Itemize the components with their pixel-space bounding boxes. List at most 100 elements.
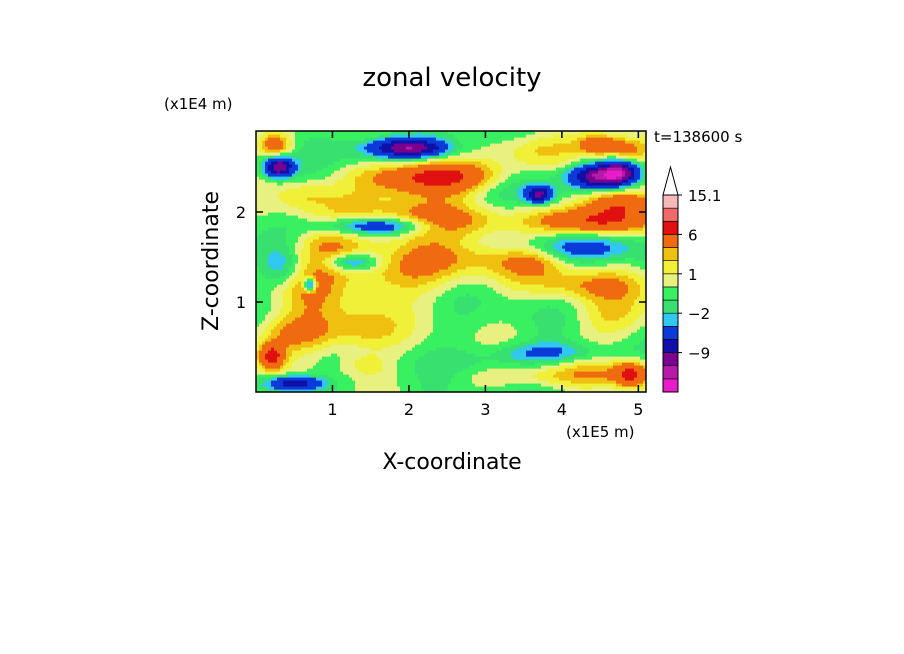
heatmap-cell	[421, 281, 425, 285]
heatmap-cell	[334, 149, 338, 153]
heatmap-cell	[370, 353, 374, 357]
heatmap-cell	[421, 290, 425, 294]
heatmap-cell	[274, 182, 278, 186]
heatmap-cell	[295, 230, 299, 234]
heatmap-cell	[325, 212, 329, 216]
heatmap-cell	[346, 347, 350, 351]
heatmap-cell	[328, 344, 332, 348]
heatmap-cell	[418, 263, 422, 267]
heatmap-cell	[415, 248, 419, 252]
heatmap-cell	[337, 317, 341, 321]
heatmap-cell	[259, 296, 263, 300]
heatmap-cell	[265, 161, 269, 165]
heatmap-cell	[262, 215, 266, 219]
heatmap-cell	[406, 188, 410, 192]
heatmap-cell	[367, 275, 371, 279]
heatmap-cell	[319, 359, 323, 363]
heatmap-cell	[328, 377, 332, 381]
heatmap-cell	[409, 320, 413, 324]
heatmap-cell	[319, 317, 323, 321]
heatmap-cell	[415, 383, 419, 387]
heatmap-cell	[373, 206, 377, 210]
heatmap-cell	[352, 203, 356, 207]
heatmap-cell	[292, 356, 296, 360]
heatmap-cell	[406, 164, 410, 168]
heatmap-cell	[256, 221, 260, 225]
heatmap-cell	[304, 332, 308, 336]
heatmap-cell	[361, 371, 365, 375]
heatmap-cell	[391, 320, 395, 324]
heatmap-cell	[361, 173, 365, 177]
heatmap-cell	[421, 134, 425, 138]
heatmap-cell	[424, 278, 428, 282]
heatmap-cell	[397, 350, 401, 354]
heatmap-cell	[415, 146, 419, 150]
heatmap-cell	[421, 368, 425, 372]
heatmap-cell	[358, 191, 362, 195]
heatmap-cell	[322, 281, 326, 285]
heatmap-cell	[277, 224, 281, 228]
heatmap-cell	[265, 254, 269, 258]
heatmap-cell	[307, 218, 311, 222]
heatmap-cell	[280, 140, 284, 144]
heatmap-cell	[271, 281, 275, 285]
heatmap-cell	[349, 323, 353, 327]
heatmap-cell	[283, 161, 287, 165]
heatmap-cell	[334, 338, 338, 342]
heatmap-cell	[361, 338, 365, 342]
heatmap-cell	[361, 167, 365, 171]
heatmap-cell	[280, 155, 284, 159]
heatmap-cell	[262, 305, 266, 309]
heatmap-cell	[268, 218, 272, 222]
heatmap-cell	[313, 371, 317, 375]
heatmap-cell	[301, 314, 305, 318]
heatmap-cell	[388, 197, 392, 201]
heatmap-cell	[280, 350, 284, 354]
heatmap-cell	[310, 215, 314, 219]
heatmap-cell	[325, 137, 329, 141]
heatmap-cell	[259, 266, 263, 270]
heatmap-cell	[409, 191, 413, 195]
heatmap-cell	[334, 155, 338, 159]
heatmap-cell	[307, 290, 311, 294]
heatmap-cell	[304, 263, 308, 267]
heatmap-cell	[334, 137, 338, 141]
heatmap-cell	[262, 347, 266, 351]
heatmap-cell	[319, 239, 323, 243]
heatmap-cell	[373, 356, 377, 360]
heatmap-cell	[385, 155, 389, 159]
heatmap-cell	[397, 338, 401, 342]
heatmap-cell	[406, 320, 410, 324]
heatmap-cell	[394, 236, 398, 240]
heatmap-cell	[337, 377, 341, 381]
heatmap-cell	[352, 188, 356, 192]
heatmap-cell	[301, 383, 305, 387]
heatmap-cell	[307, 269, 311, 273]
heatmap-cell	[283, 275, 287, 279]
heatmap-cell	[412, 350, 416, 354]
heatmap-cell	[283, 260, 287, 264]
heatmap-cell	[322, 236, 326, 240]
heatmap-cell	[265, 365, 269, 369]
heatmap-cell	[316, 173, 320, 177]
heatmap-cell	[418, 236, 422, 240]
heatmap-cell	[412, 230, 416, 234]
heatmap-cell	[403, 272, 407, 276]
heatmap-cell	[349, 203, 353, 207]
heatmap-cell	[409, 143, 413, 147]
heatmap-cell	[424, 248, 428, 252]
heatmap-cell	[412, 179, 416, 183]
heatmap-cell	[346, 230, 350, 234]
heatmap-cell	[421, 197, 425, 201]
heatmap-cell	[289, 164, 293, 168]
heatmap-cell	[331, 161, 335, 165]
heatmap-cell	[376, 308, 380, 312]
heatmap-cell	[343, 227, 347, 231]
heatmap-cell	[403, 188, 407, 192]
heatmap-cell	[292, 227, 296, 231]
heatmap-cell	[385, 356, 389, 360]
heatmap-cell	[361, 356, 365, 360]
heatmap-cell	[295, 209, 299, 213]
heatmap-cell	[322, 194, 326, 198]
heatmap-cell	[391, 242, 395, 246]
